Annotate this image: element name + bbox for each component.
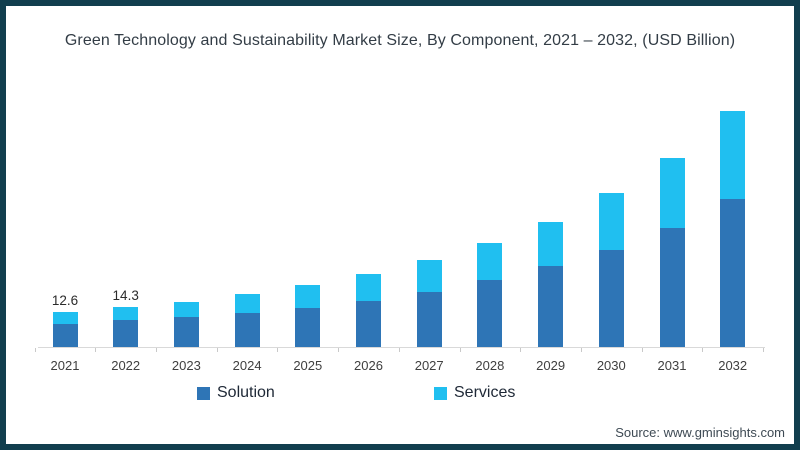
x-axis-label-2021: 2021 [50, 358, 80, 373]
x-axis-label-2022: 2022 [111, 358, 141, 373]
axis-tick [520, 348, 522, 352]
source-text: Source: www.gminsights.com [615, 425, 785, 440]
axis-tick [459, 348, 461, 352]
data-label-2022: 14.3 [112, 288, 139, 303]
bar-segment-solution-2032 [720, 198, 746, 347]
bar-segment-solution-2030 [598, 249, 624, 347]
bar-segment-solution-2026 [356, 300, 381, 347]
bar-2026 [356, 273, 381, 347]
bar-segment-services-2032 [720, 111, 746, 199]
bar-segment-solution-2031 [659, 228, 685, 347]
bar-segment-services-2023 [173, 301, 199, 317]
bar-segment-services-2024 [234, 293, 260, 313]
bar-2027 [416, 259, 442, 347]
axis-tick [277, 348, 279, 352]
bar-segment-solution-2029 [538, 266, 564, 347]
bar-2032 [720, 111, 746, 347]
x-axis-label-2030: 2030 [596, 358, 626, 373]
legend-swatch-solution [197, 386, 210, 400]
axis-tick [702, 348, 704, 352]
legend-label-solution: Solution [217, 384, 275, 401]
bar-2023 [173, 301, 199, 347]
x-axis-label-2028: 2028 [475, 358, 505, 373]
x-axis-label-2025: 2025 [293, 358, 323, 373]
legend-item-solution: Solution [197, 384, 275, 402]
axis-tick [581, 348, 582, 352]
legend-label-services: Services [454, 384, 516, 401]
bar-2025 [295, 285, 321, 347]
bar-segment-solution-2024 [234, 312, 260, 347]
bar-segment-solution-2025 [295, 307, 321, 347]
x-axis-label-2024: 2024 [232, 358, 262, 373]
x-axis-label-2023: 2023 [171, 358, 201, 373]
bar-segment-solution-2023 [173, 317, 199, 347]
bar-segment-solution-2021 [52, 323, 78, 347]
bar-segment-services-2021 [52, 311, 78, 324]
axis-tick [763, 348, 765, 352]
bar-segment-services-2025 [295, 285, 321, 308]
axis-tick [95, 348, 97, 352]
bar-segment-services-2029 [538, 221, 564, 267]
x-axis-line [38, 347, 765, 348]
bar-2029 [538, 221, 564, 347]
bar-2030 [598, 193, 624, 347]
x-axis-label-2026: 2026 [354, 358, 383, 373]
plot-area: 2021 12.6 2022 14.3 2023 2024 2025 2026 2027 2028… [6, 6, 794, 444]
x-axis-label-2029: 2029 [536, 358, 566, 373]
bar-segment-services-2030 [598, 193, 624, 250]
axis-tick [398, 348, 400, 352]
axis-tick [641, 348, 643, 352]
x-axis-label-2032: 2032 [718, 358, 748, 373]
bar-2021 [52, 311, 78, 347]
bar-segment-services-2027 [416, 259, 442, 292]
data-label-2021: 12.6 [51, 292, 79, 308]
bar-segment-services-2031 [659, 157, 685, 229]
legend-item-services: Services [434, 384, 515, 402]
bar-2031 [659, 157, 685, 347]
bar-segment-services-2026 [356, 273, 381, 301]
legend: Solution Services [6, 384, 794, 406]
axis-tick [216, 348, 218, 352]
bar-2022 [113, 307, 139, 347]
bar-segment-solution-2028 [477, 280, 503, 347]
x-axis-label-2027: 2027 [414, 358, 444, 373]
chart-title: Green Technology and Sustainability Mark… [64, 32, 736, 49]
bar-segment-solution-2022 [113, 320, 139, 347]
bar-2024 [234, 293, 260, 347]
bar-segment-services-2028 [477, 243, 503, 281]
bar-segment-services-2022 [113, 307, 139, 321]
legend-swatch-services [434, 386, 447, 400]
x-axis-label-2031: 2031 [657, 358, 687, 373]
axis-tick [338, 348, 340, 352]
axis-tick [34, 348, 36, 352]
axis-tick [156, 348, 158, 352]
bar-segment-solution-2027 [416, 291, 442, 347]
bar-2028 [477, 243, 503, 347]
